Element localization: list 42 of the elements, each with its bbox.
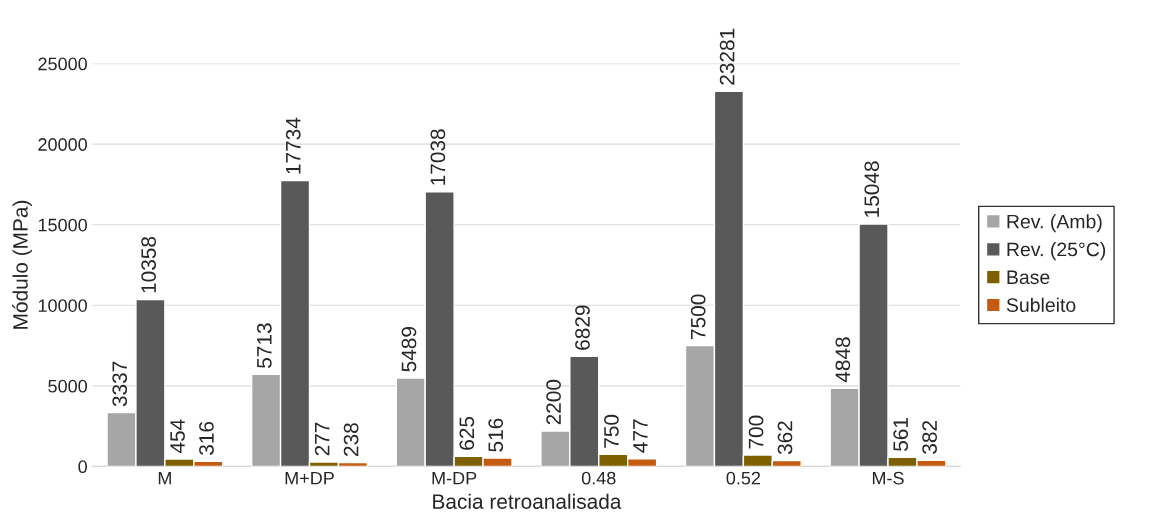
legend-label: Subleito [1006,297,1076,312]
x-tick-label: 0.52 [726,471,761,485]
legend-label: Base [1007,270,1050,285]
data-label: 4848 [835,337,851,383]
x-tick-label: M [158,471,171,485]
data-label: 382 [922,420,937,454]
x-tick-label: M-S [872,471,904,485]
data-label: 5489 [401,327,417,372]
y-tick-label: 0 [78,460,87,474]
data-label: 316 [199,421,214,455]
x-tick-label: 0.48 [581,471,616,485]
y-axis-title: Módulo (MPa) [12,200,32,329]
data-label: 5713 [256,323,272,368]
data-label: 700 [748,415,764,449]
data-label: 15048 [864,161,880,217]
x-tick-label: M-DP [432,471,477,485]
data-label: 17038 [430,129,446,185]
data-label: 477 [633,419,648,453]
data-label: 362 [777,421,793,455]
data-label: 17734 [285,117,301,174]
y-tick-label: 25000 [38,57,87,71]
x-axis-title: Bacia retroanalisada [433,493,622,509]
y-tick-label: 5000 [48,379,87,393]
y-tick-label: 20000 [38,138,87,151]
data-label: 277 [314,422,330,456]
data-label: 23281 [719,28,735,85]
data-label: 7500 [690,294,706,339]
data-label: 3337 [112,361,128,407]
data-label: 561 [893,418,909,451]
y-tick-label: 15000 [38,218,87,232]
data-label: 6829 [575,305,590,350]
data-label: 625 [459,416,475,450]
data-label: 516 [488,418,504,452]
data-label: 238 [343,423,359,456]
y-tick-label: 10000 [38,299,87,312]
data-label: 454 [170,419,185,454]
data-label: 10358 [141,236,156,293]
legend-label: Rev. (Amb) [1007,214,1102,233]
legend-label: Rev. (25°C) [1007,242,1106,261]
data-label: 2200 [546,379,561,425]
data-label: 750 [604,414,619,448]
x-tick-label: M+DP [285,471,334,485]
